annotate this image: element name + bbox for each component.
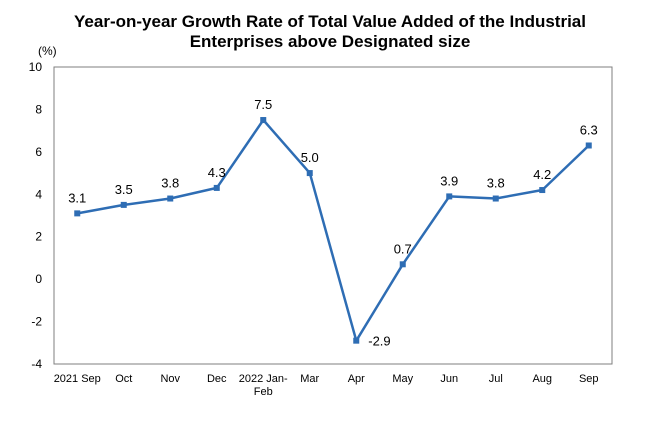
data-label: 6.3 <box>580 122 598 137</box>
y-axis-ticks: -4 -2 0 2 4 6 8 10 <box>29 60 43 371</box>
x-tick-label: 2022 Jan-Feb <box>239 373 288 398</box>
data-label: 3.1 <box>68 190 86 205</box>
y-tick-label: 2 <box>35 230 42 244</box>
data-label: 7.5 <box>254 97 272 112</box>
x-tick-label: Oct <box>115 373 132 385</box>
y-tick-label: 0 <box>35 272 42 286</box>
y-tick-label: -2 <box>31 315 42 329</box>
y-tick-label: -4 <box>31 357 42 371</box>
data-label: 4.2 <box>533 167 551 182</box>
y-tick-label: 10 <box>29 60 43 74</box>
data-point-marker <box>74 210 81 217</box>
data-point-marker <box>492 195 499 202</box>
x-tick-label: Jun <box>440 373 458 385</box>
data-point-marker <box>585 142 592 149</box>
data-point-marker <box>539 187 546 194</box>
y-tick-label: 8 <box>35 102 42 116</box>
data-label: 4.3 <box>208 165 226 180</box>
data-point-marker <box>120 201 127 208</box>
x-tick-label: 2021 Sep <box>54 373 101 385</box>
data-point-marker <box>213 184 220 191</box>
x-tick-label: Aug <box>532 373 552 385</box>
data-point-marker <box>399 261 406 268</box>
x-tick-label: Mar <box>300 373 319 385</box>
data-label: 3.9 <box>440 173 458 188</box>
y-axis-unit-label: (%) <box>38 44 57 58</box>
data-label: -2.9 <box>368 334 390 349</box>
data-label: 3.8 <box>487 176 505 191</box>
data-label: 0.7 <box>394 241 412 256</box>
chart-title-line-1: Year-on-year Growth Rate of Total Value … <box>74 12 586 31</box>
x-tick-label: Nov <box>160 373 180 385</box>
x-tick-label: May <box>392 373 413 385</box>
plot-area-frame <box>53 66 613 365</box>
data-point-marker <box>306 170 313 177</box>
chart-title: Year-on-year Growth Rate of Total Value … <box>0 12 660 52</box>
y-tick-label: 4 <box>35 187 42 201</box>
data-labels: 3.1 3.5 3.8 4.3 7.5 5.0 -2.9 0.7 3.9 3.8 4.2 6.3 <box>68 97 598 349</box>
x-tick-label: Sep <box>579 373 599 385</box>
x-tick-label: Jul <box>489 373 503 385</box>
data-label: 5.0 <box>301 150 319 165</box>
chart-title-line-2: Enterprises above Designated size <box>189 32 471 51</box>
data-label: 3.5 <box>115 182 133 197</box>
x-tick-label: Apr <box>348 373 365 385</box>
data-label: 3.8 <box>161 176 179 191</box>
series-line <box>77 118 590 342</box>
series-markers <box>74 117 592 344</box>
data-point-marker <box>353 337 360 344</box>
x-tick-label: Dec <box>207 373 227 385</box>
data-point-marker <box>446 193 453 200</box>
y-tick-label: 6 <box>35 145 42 159</box>
x-axis-ticks: 2021 Sep Oct Nov Dec 2022 Jan-Feb Mar Apr May Ju… <box>54 373 599 398</box>
data-point-marker <box>260 117 267 124</box>
data-point-marker <box>167 195 174 202</box>
